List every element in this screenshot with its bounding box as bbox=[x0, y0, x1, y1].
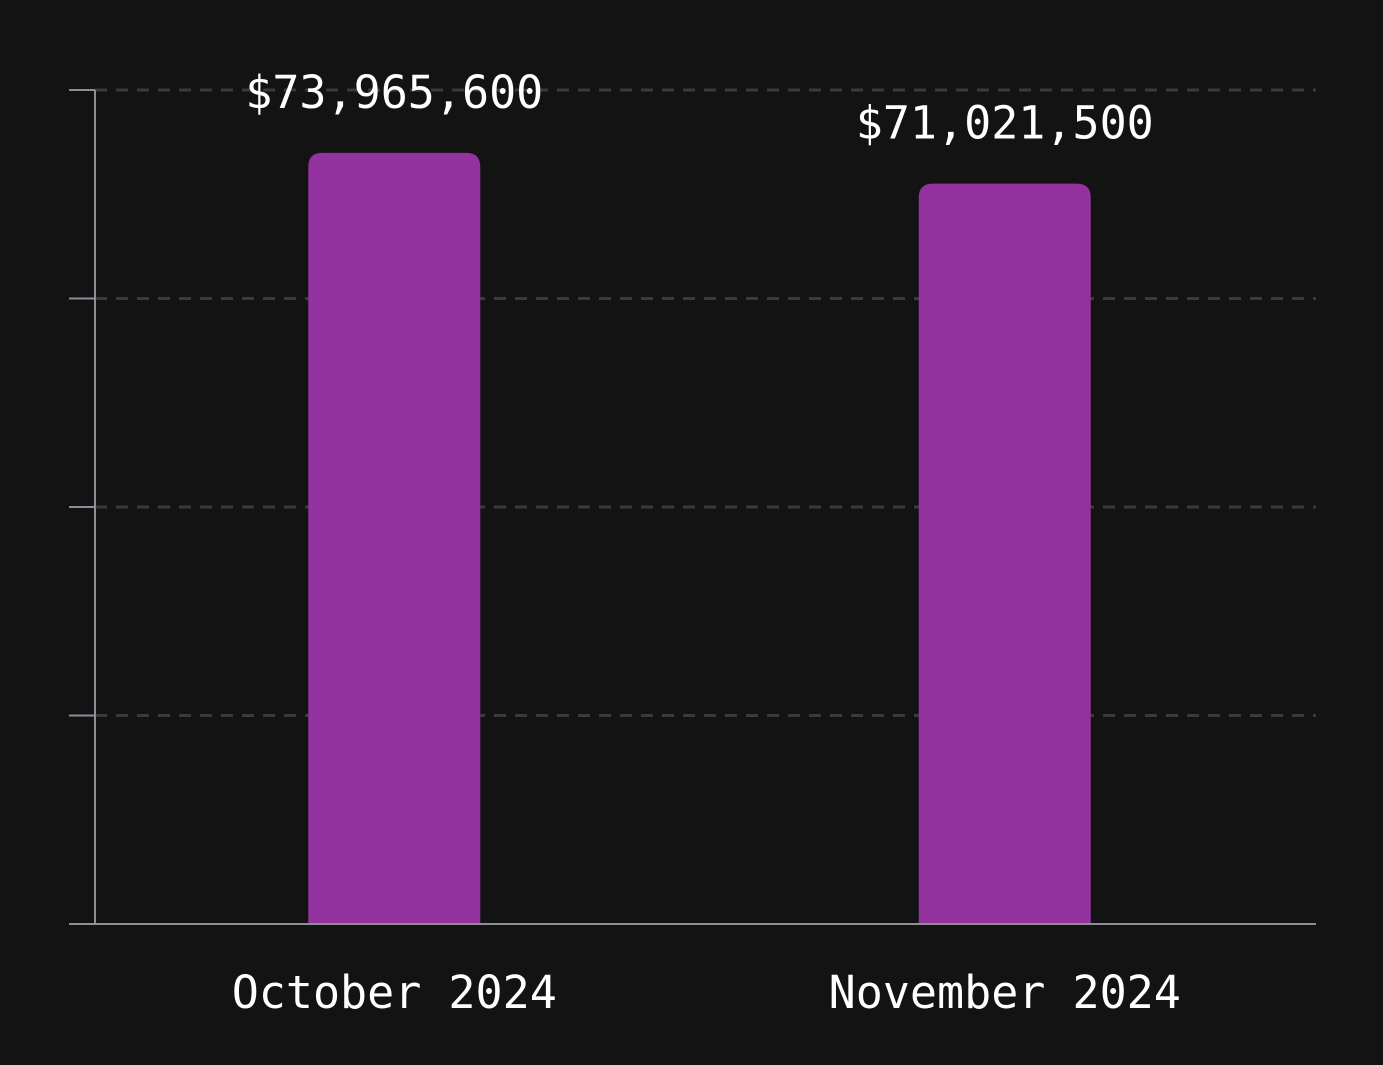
data-label: $71,021,500 bbox=[856, 97, 1154, 150]
gridlines bbox=[95, 88, 1316, 717]
x-tick-label: October 2024 bbox=[232, 966, 557, 1019]
bar bbox=[918, 183, 1091, 925]
data-labels: $73,965,600 $71,021,500 bbox=[245, 66, 1154, 150]
data-label: $73,965,600 bbox=[245, 66, 543, 119]
x-tick-label: November 2024 bbox=[829, 966, 1181, 1019]
bar bbox=[308, 152, 481, 924]
bars bbox=[308, 152, 1091, 925]
x-tick-labels: October 2024 November 2024 bbox=[232, 966, 1181, 1019]
y-axis-ticks bbox=[69, 89, 95, 925]
